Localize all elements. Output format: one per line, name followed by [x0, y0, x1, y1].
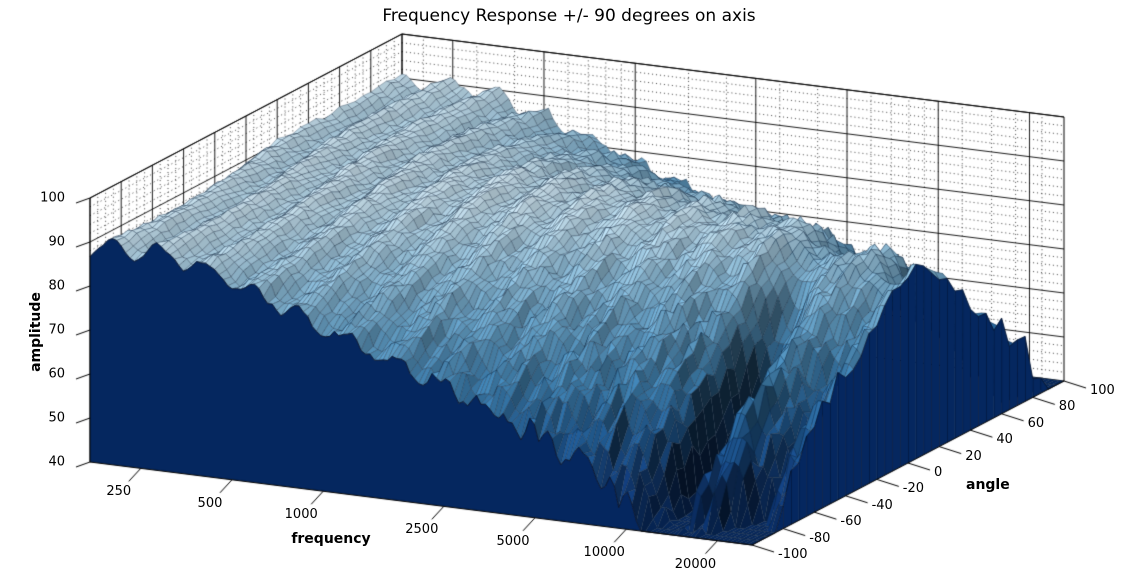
angle-axis-label: angle [966, 477, 1010, 493]
angle-tick-label: -60 [840, 514, 862, 530]
amplitude-tick-label: 60 [48, 366, 65, 382]
frequency-tick-label: 2500 [405, 522, 439, 538]
frequency-tick-label: 20000 [674, 556, 717, 572]
angle-tick-label: 20 [965, 448, 982, 464]
amplitude-tick-label: 40 [48, 454, 65, 470]
angle-tick-label: 60 [1027, 415, 1045, 431]
angle-tick-label: 40 [996, 432, 1013, 448]
frequency-tick-label: 5000 [496, 533, 530, 549]
frequency-tick-label: 10000 [583, 545, 625, 561]
frequency-axis-label: frequency [291, 531, 371, 547]
frequency-tick-label: 500 [197, 495, 223, 511]
amplitude-tick-label: 90 [48, 234, 65, 250]
amplitude-tick-label: 80 [48, 278, 65, 294]
amplitude-axis-label: amplitude [28, 292, 44, 372]
amplitude-tick-label: 100 [40, 190, 65, 206]
angle-tick-label: -100 [778, 547, 808, 562]
chart-title: Frequency Response +/- 90 degrees on axi… [382, 6, 756, 26]
angle-tick-label: -80 [809, 530, 831, 546]
angle-tick-label: -20 [902, 481, 925, 497]
frequency-tick-label: 250 [106, 484, 132, 500]
angle-tick-label: 80 [1058, 399, 1076, 415]
angle-tick-label: -40 [871, 497, 893, 513]
amplitude-tick-label: 70 [48, 322, 65, 338]
frequency-tick-label: 1000 [284, 507, 318, 523]
angle-tick-label: 0 [934, 465, 943, 480]
amplitude-tick-label: 50 [48, 410, 65, 426]
angle-tick-label: 100 [1090, 383, 1115, 398]
